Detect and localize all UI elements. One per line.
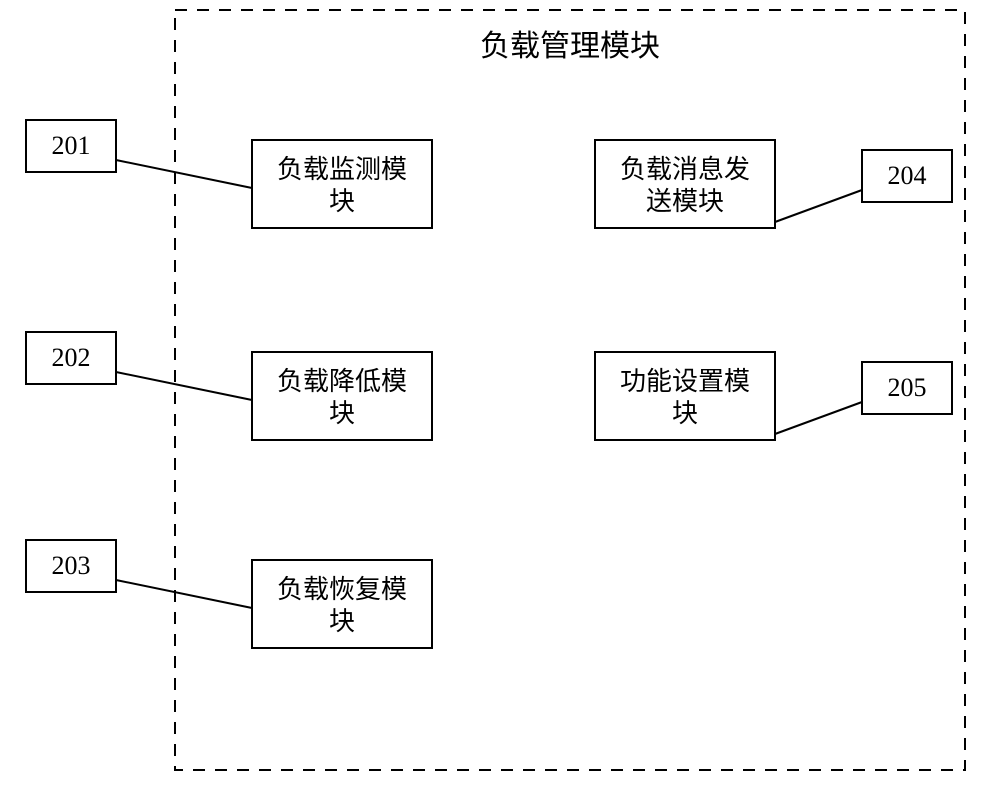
connector-line xyxy=(116,160,252,188)
module-text-line2: 送模块 xyxy=(646,187,724,216)
label-box: 203 xyxy=(26,540,116,592)
connector-line xyxy=(775,402,862,434)
module-text-line1: 功能设置模 xyxy=(620,367,750,396)
module-text-line2: 块 xyxy=(329,399,355,428)
connector-line xyxy=(116,580,252,608)
label-text: 202 xyxy=(52,343,91,372)
module-text-line1: 负载恢复模 xyxy=(277,575,407,604)
label-box: 201 xyxy=(26,120,116,172)
module-text-line2: 块 xyxy=(329,187,355,216)
module-text-line1: 负载降低模 xyxy=(277,367,407,396)
module-box: 负载降低模块 xyxy=(252,352,432,440)
label-box: 202 xyxy=(26,332,116,384)
module-box: 负载消息发送模块 xyxy=(595,140,775,228)
module-box: 负载监测模块 xyxy=(252,140,432,228)
labels-group: 201 202 203 204 205 xyxy=(26,120,952,592)
label-text: 203 xyxy=(52,551,91,580)
container-title: 负载管理模块 xyxy=(480,30,660,63)
label-text: 204 xyxy=(888,161,927,190)
module-box: 负载恢复模块 xyxy=(252,560,432,648)
modules-group: 负载监测模块负载降低模块负载恢复模块负载消息发送模块功能设置模块 xyxy=(252,140,775,648)
label-box: 204 xyxy=(862,150,952,202)
label-box: 205 xyxy=(862,362,952,414)
load-management-diagram: 负载管理模块 负载监测模块负载降低模块负载恢复模块负载消息发送模块功能设置模块 … xyxy=(0,0,1000,793)
module-box: 功能设置模块 xyxy=(595,352,775,440)
connector-line xyxy=(775,190,862,222)
module-text-line1: 负载监测模 xyxy=(277,155,407,184)
label-text: 205 xyxy=(888,373,927,402)
connector-line xyxy=(116,372,252,400)
module-text-line1: 负载消息发 xyxy=(620,155,750,184)
module-text-line2: 块 xyxy=(672,399,698,428)
label-text: 201 xyxy=(52,131,91,160)
module-text-line2: 块 xyxy=(329,607,355,636)
